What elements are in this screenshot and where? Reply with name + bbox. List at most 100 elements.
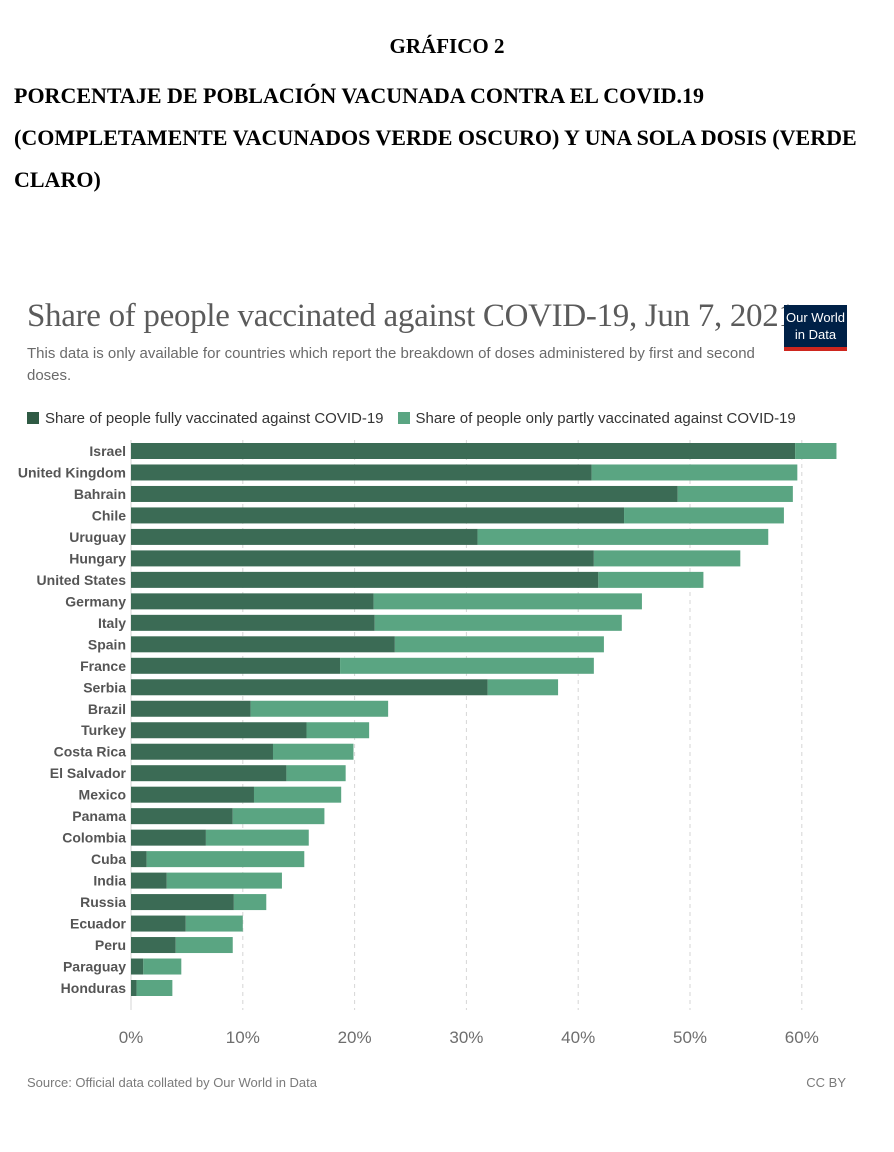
bar-fully-israel [131,443,796,459]
x-tick-label-40: 40% [561,1028,595,1047]
bar-fully-honduras [131,980,137,996]
bar-fully-hungary [131,550,594,567]
legend-item-fully[interactable]: Share of people fully vaccinated against… [27,410,384,427]
bar-partly-honduras [136,980,173,996]
bar-partly-panama [232,808,325,825]
bar-fully-germany [131,593,374,610]
category-label-mexico: Mexico [79,787,126,803]
bar-partly-bahrain [677,485,793,502]
legend-label-partly: Share of people only partly vaccinated a… [415,409,796,427]
legend-swatch-fully [27,412,39,424]
chart-title: Share of people vaccinated against COVID… [27,298,795,334]
bar-fully-spain [131,636,395,653]
bar-partly-serbia [487,679,559,696]
bar-fully-ecuador [131,915,186,932]
bar-fully-panama [131,808,233,825]
figure-label: GRÁFICO 2 [389,34,505,58]
category-labels: Israel United Kingdom Bahrain Chile Uruguay H… [18,443,127,996]
category-label-italy: Italy [98,615,126,631]
bar-partly-cuba [146,851,305,868]
source-note: Source: Official data collated by Our Wo… [27,1075,317,1090]
category-label-peru: Peru [95,937,126,953]
x-tick-label-30: 30% [449,1028,483,1047]
category-label-serbia: Serbia [83,679,126,695]
bar-fully-united-kingdom [131,464,592,481]
x-tick-label-60: 60% [785,1028,819,1047]
bar-partly-brazil [250,700,389,717]
bar-fully-chile [131,507,625,524]
legend-swatch-partly [397,412,410,424]
bar-partly-france [340,657,594,674]
bar-partly-colombia [205,829,309,846]
category-label-france: France [80,658,126,674]
bar-fully-costa-rica [131,743,273,760]
category-label-turkey: Turkey [81,722,126,738]
category-label-honduras: Honduras [61,980,127,996]
category-label-brazil: Brazil [88,701,126,717]
x-tick-label-50: 50% [673,1028,707,1047]
category-label-united-kingdom: United Kingdom [18,464,126,480]
bar-partly-el-salvador [286,765,346,782]
owid-logo[interactable]: Our World in Data [784,305,847,351]
bar-partly-mexico [253,786,342,803]
bar-fully-serbia [131,679,488,696]
legend-item-partly[interactable]: Share of people only partly vaccinated a… [397,409,796,427]
logo-line-2: in Data [794,327,837,342]
category-label-israel: Israel [89,443,126,459]
category-label-paraguay: Paraguay [63,959,126,975]
bar-fully-colombia [131,829,206,846]
category-label-united-states: United States [37,572,127,588]
bar-partly-costa-rica [272,743,354,760]
bar-fully-peru [131,937,176,954]
category-label-india: India [93,873,126,889]
bars [131,443,837,996]
category-label-colombia: Colombia [62,830,126,846]
category-label-el-salvador: El Salvador [50,765,127,781]
bar-partly-germany [373,593,642,610]
category-label-chile: Chile [92,507,126,523]
bar-fully-uruguay [131,528,478,545]
document-title: PORCENTAJE DE POBLACIÓN VACUNADA CONTRA … [14,83,857,192]
bar-fully-france [131,657,341,674]
bar-partly-russia [233,894,267,911]
logo-line-1: Our World [786,310,845,325]
bar-partly-united-states [598,571,704,588]
category-label-uruguay: Uruguay [69,529,126,545]
bar-fully-bahrain [131,485,678,502]
x-tick-label-0: 0% [119,1028,144,1047]
category-label-cuba: Cuba [91,851,126,867]
chart-subtitle: This data is only available for countrie… [27,345,755,384]
category-label-bahrain: Bahrain [74,486,126,502]
stacked-bar-chart: Israel United Kingdom Bahrain Chile Uruguay H… [18,440,837,1047]
category-label-costa-rica: Costa Rica [54,744,127,760]
x-tick-label-20: 20% [338,1028,372,1047]
chart-legend: Share of people fully vaccinated against… [27,407,810,429]
category-label-germany: Germany [65,593,126,609]
category-label-spain: Spain [88,636,126,652]
bar-fully-india [131,872,167,889]
category-label-panama: Panama [72,808,126,824]
bar-partly-united-kingdom [591,464,798,481]
bar-fully-el-salvador [131,765,287,782]
category-label-ecuador: Ecuador [70,916,127,932]
bar-partly-uruguay [477,528,769,545]
x-tick-label-10: 10% [226,1028,260,1047]
bar-fully-cuba [131,851,147,868]
bar-fully-italy [131,614,375,631]
bar-partly-india [166,872,282,889]
bar-fully-brazil [131,700,251,717]
legend-label-fully: Share of people fully vaccinated against… [45,409,384,427]
bar-fully-united-states [131,571,599,588]
bar-partly-paraguay [143,958,182,975]
x-axis-ticks: 0% 10% 20% 30% 40% 50% 60% [119,1028,819,1047]
category-label-russia: Russia [80,894,126,910]
bar-partly-israel [795,443,837,459]
bar-partly-italy [374,614,622,631]
bar-fully-mexico [131,786,254,803]
bar-partly-ecuador [185,915,243,932]
bar-fully-paraguay [131,958,144,975]
license-label: CC BY [806,1075,846,1090]
bar-fully-russia [131,894,234,911]
bar-partly-hungary [593,550,741,567]
bar-partly-chile [624,507,784,524]
